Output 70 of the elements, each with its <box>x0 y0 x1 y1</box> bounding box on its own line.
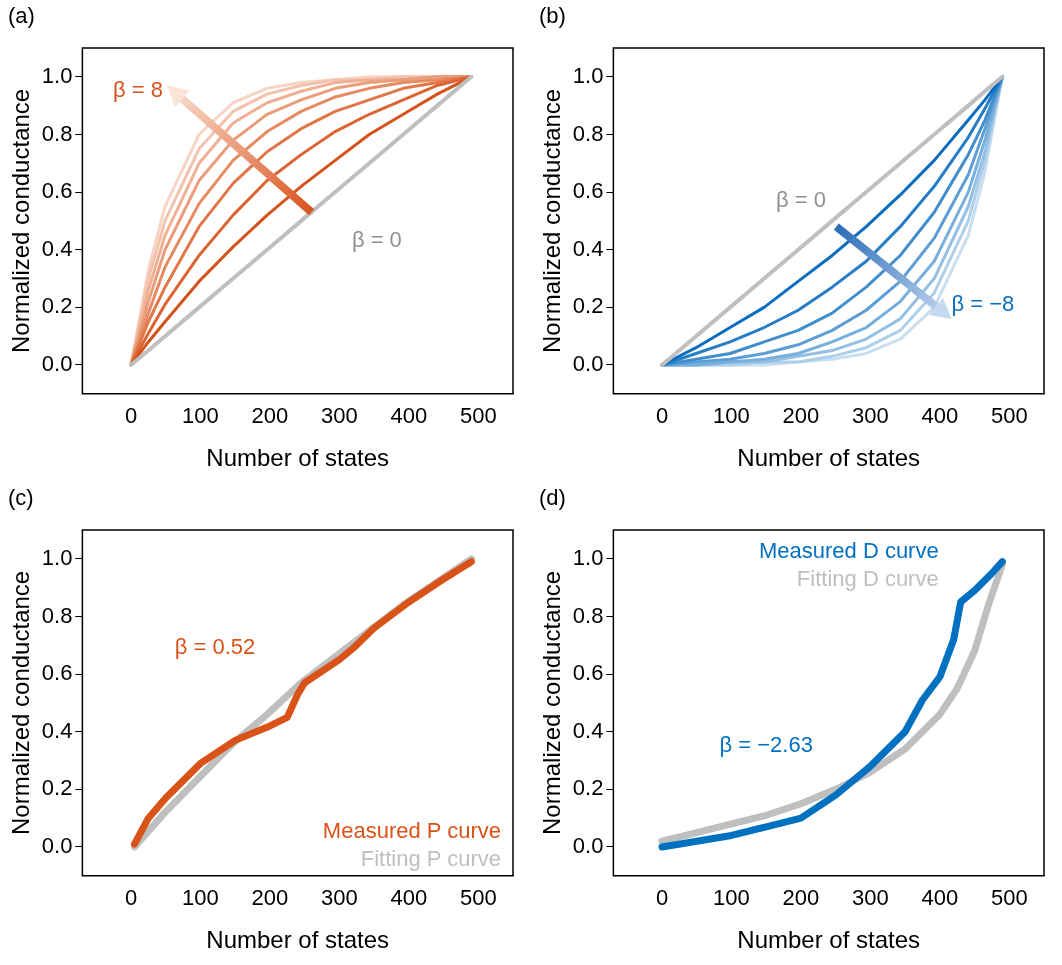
x-tick-label: 0 <box>124 403 138 429</box>
annotation: β = 0.52 <box>174 634 256 660</box>
x-tick-label: 500 <box>459 403 497 429</box>
x-tick-label: 300 <box>852 885 889 911</box>
x-tick-label: 200 <box>782 885 820 911</box>
x-axis-title: Number of states <box>206 444 390 472</box>
chart-title: (a) <box>8 3 35 29</box>
text: Measured P curve <box>322 817 501 843</box>
y-tick-label: 0.8 <box>572 120 604 146</box>
y-tick-label: 0.4 <box>572 717 604 743</box>
y-tick-label: 0.2 <box>572 293 604 319</box>
y-tick-label: 0.2 <box>41 293 73 319</box>
y-tick-label: 0.4 <box>41 235 73 261</box>
x-axis-title: Number of states <box>737 444 921 472</box>
x-tick-label: 500 <box>990 885 1028 911</box>
x-tick-label: 400 <box>390 403 428 429</box>
x-tick-label: 100 <box>182 885 219 911</box>
x-tick-label: 400 <box>921 403 959 429</box>
y-tick-label: 0.6 <box>41 660 73 686</box>
chart-title: (d) <box>539 485 566 511</box>
annotation: β = 0 <box>351 227 402 253</box>
x-axis-title: Number of states <box>737 926 921 954</box>
x-tick-label: 100 <box>713 885 750 911</box>
y-axis-title: Normalized conductance <box>7 88 35 353</box>
y-tick-label: 1.0 <box>41 62 73 88</box>
y-tick-label: 0.2 <box>572 775 604 801</box>
x-axis-title: Number of states <box>206 926 390 954</box>
y-tick-label: 0.4 <box>572 235 604 261</box>
x-tick-label: 0 <box>655 403 669 429</box>
y-tick-label: 0.4 <box>41 717 73 743</box>
y-tick-label: 0.0 <box>572 833 604 859</box>
y-axis-title: Normalized conductance <box>538 570 566 835</box>
y-axis-title: Normalized conductance <box>7 570 35 835</box>
y-axis-title: Normalized conductance <box>538 88 566 353</box>
x-tick-label: 100 <box>713 403 750 429</box>
x-tick-label: 300 <box>321 885 358 911</box>
annotation: β = −8 <box>951 290 1015 316</box>
x-tick-label: 200 <box>782 403 820 429</box>
y-tick-label: 1.0 <box>41 544 73 570</box>
y-tick-label: 0.6 <box>572 660 604 686</box>
y-tick-label: 0.2 <box>41 775 73 801</box>
text: Fitting P curve <box>360 845 501 871</box>
x-tick-label: 500 <box>990 403 1028 429</box>
x-tick-label: 0 <box>124 885 138 911</box>
x-tick-label: 500 <box>459 885 497 911</box>
y-tick-label: 0.6 <box>572 178 604 204</box>
y-tick-label: 1.0 <box>572 62 604 88</box>
chart-title: (c) <box>8 485 34 511</box>
x-tick-label: 400 <box>390 885 428 911</box>
y-tick-label: 0.0 <box>41 833 73 859</box>
annotation: β = 8 <box>112 77 163 103</box>
x-tick-label: 300 <box>852 403 889 429</box>
annotation: β = 0 <box>775 186 826 212</box>
annotation: β = −2.63 <box>719 732 813 758</box>
x-tick-label: 200 <box>251 403 289 429</box>
x-tick-label: 100 <box>182 403 219 429</box>
y-tick-label: 0.0 <box>572 351 604 377</box>
text: Fitting D curve <box>796 566 939 592</box>
x-tick-label: 400 <box>921 885 959 911</box>
x-tick-label: 0 <box>655 885 669 911</box>
x-tick-label: 200 <box>251 885 289 911</box>
x-tick-label: 300 <box>321 403 358 429</box>
y-tick-label: 0.0 <box>41 351 73 377</box>
y-tick-label: 0.6 <box>41 178 73 204</box>
text: Measured D curve <box>758 538 939 564</box>
y-tick-label: 0.8 <box>41 602 73 628</box>
y-tick-label: 0.8 <box>41 120 73 146</box>
y-tick-label: 1.0 <box>572 544 604 570</box>
y-tick-label: 0.8 <box>572 602 604 628</box>
chart-title: (b) <box>539 3 566 29</box>
